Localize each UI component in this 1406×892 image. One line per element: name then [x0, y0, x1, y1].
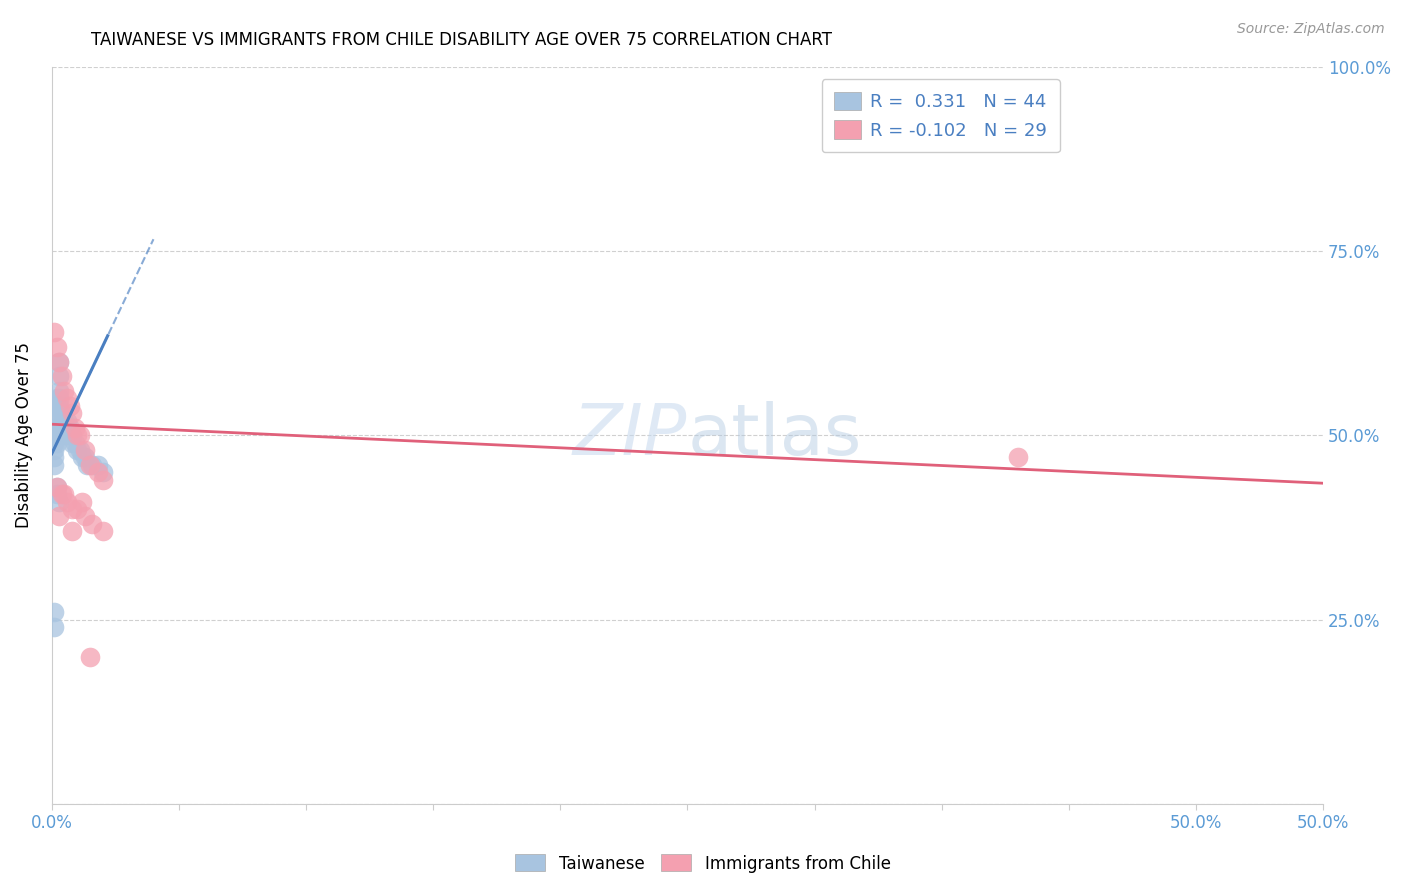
Text: atlas: atlas	[688, 401, 862, 470]
Text: Source: ZipAtlas.com: Source: ZipAtlas.com	[1237, 22, 1385, 37]
Point	[48, 369, 70, 384]
Point	[79, 458, 101, 472]
Point	[45, 399, 67, 413]
Point	[56, 428, 79, 442]
Point	[91, 465, 114, 479]
Point	[58, 428, 80, 442]
Point	[45, 392, 67, 406]
Point	[48, 384, 70, 398]
Point	[63, 435, 86, 450]
Point	[45, 480, 67, 494]
Point	[72, 494, 94, 508]
Point	[51, 369, 73, 384]
Point	[44, 458, 66, 472]
Point	[60, 502, 83, 516]
Point	[66, 443, 89, 458]
Point	[45, 428, 67, 442]
Point	[63, 421, 86, 435]
Point	[45, 487, 67, 501]
Point	[48, 509, 70, 524]
Point	[69, 428, 91, 442]
Point	[91, 524, 114, 538]
Point	[66, 428, 89, 442]
Point	[45, 413, 67, 427]
Point	[1007, 450, 1029, 465]
Point	[60, 406, 83, 420]
Point	[51, 421, 73, 435]
Point	[86, 458, 108, 472]
Point	[73, 509, 96, 524]
Point	[44, 450, 66, 465]
Point	[53, 428, 76, 442]
Point	[53, 384, 76, 398]
Text: TAIWANESE VS IMMIGRANTS FROM CHILE DISABILITY AGE OVER 75 CORRELATION CHART: TAIWANESE VS IMMIGRANTS FROM CHILE DISAB…	[91, 31, 832, 49]
Point	[53, 413, 76, 427]
Legend: R =  0.331   N = 44, R = -0.102   N = 29: R = 0.331 N = 44, R = -0.102 N = 29	[821, 79, 1060, 153]
Point	[48, 354, 70, 368]
Point	[56, 421, 79, 435]
Point	[60, 428, 83, 442]
Point	[58, 421, 80, 435]
Legend: Taiwanese, Immigrants from Chile: Taiwanese, Immigrants from Chile	[509, 847, 897, 880]
Point	[45, 480, 67, 494]
Point	[44, 435, 66, 450]
Point	[58, 399, 80, 413]
Point	[60, 435, 83, 450]
Point	[86, 465, 108, 479]
Point	[53, 421, 76, 435]
Point	[91, 473, 114, 487]
Point	[60, 524, 83, 538]
Point	[73, 450, 96, 465]
Point	[82, 516, 104, 531]
Point	[53, 487, 76, 501]
Point	[44, 325, 66, 339]
Point	[76, 458, 98, 472]
Point	[51, 487, 73, 501]
Point	[48, 354, 70, 368]
Point	[69, 443, 91, 458]
Point	[44, 605, 66, 619]
Point	[82, 458, 104, 472]
Point	[44, 443, 66, 458]
Point	[56, 413, 79, 427]
Point	[45, 435, 67, 450]
Point	[48, 494, 70, 508]
Point	[56, 392, 79, 406]
Point	[48, 392, 70, 406]
Text: ZIP: ZIP	[574, 401, 688, 470]
Point	[48, 399, 70, 413]
Point	[44, 620, 66, 634]
Point	[51, 413, 73, 427]
Point	[45, 406, 67, 420]
Point	[45, 421, 67, 435]
Point	[79, 649, 101, 664]
Point	[56, 494, 79, 508]
Y-axis label: Disability Age Over 75: Disability Age Over 75	[15, 343, 32, 528]
Point	[66, 502, 89, 516]
Point	[45, 340, 67, 354]
Point	[73, 443, 96, 458]
Point	[51, 406, 73, 420]
Point	[72, 450, 94, 465]
Point	[44, 428, 66, 442]
